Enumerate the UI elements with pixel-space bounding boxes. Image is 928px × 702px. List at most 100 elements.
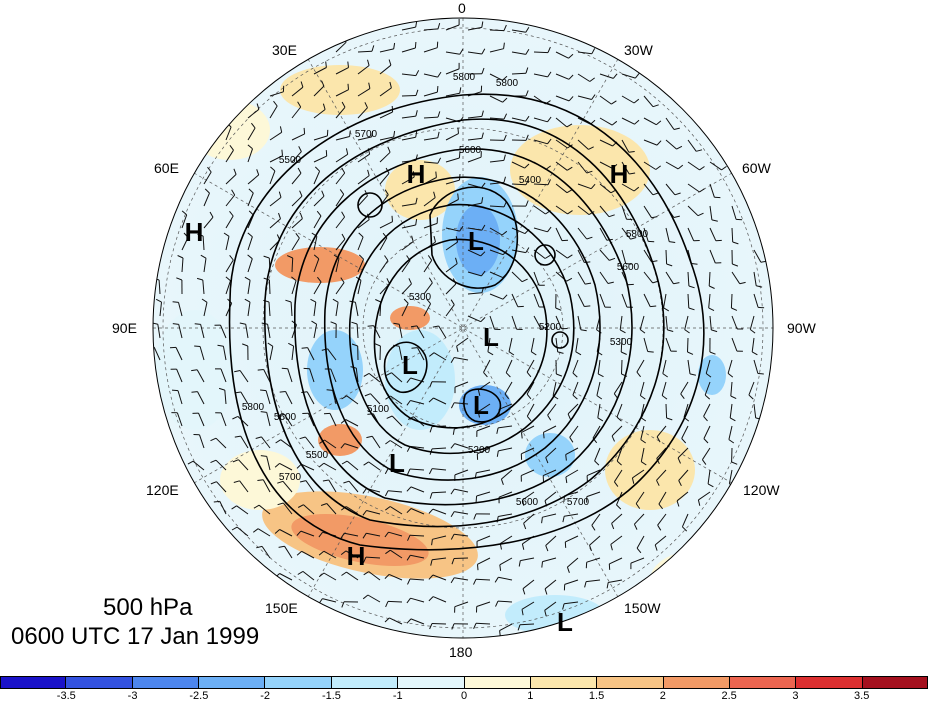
wind-barb (379, 151, 391, 163)
wind-barb (487, 337, 491, 352)
wind-barb-flag (640, 439, 646, 444)
wind-barb-flag (477, 411, 480, 418)
wind-barb-flag (277, 480, 284, 484)
contour-label: 5400 (519, 175, 542, 186)
wind-barb-flag (172, 323, 179, 325)
wind-barb (454, 533, 469, 537)
wind-barb (225, 194, 236, 207)
wind-barb (438, 325, 447, 339)
wind-barb-flag (313, 254, 320, 260)
wind-barb-flag (450, 443, 456, 449)
wind-barb (731, 337, 738, 352)
wind-barb-flag (415, 21, 418, 28)
wind-barb (542, 557, 557, 563)
wind-barb (401, 73, 416, 77)
wind-barb (555, 73, 570, 80)
wind-barb (202, 235, 205, 251)
low-center-greenland: L (468, 226, 484, 256)
wind-barb (366, 532, 381, 537)
wind-barb (727, 359, 733, 374)
wind-barb-flag (349, 130, 351, 137)
wind-barb (290, 301, 293, 317)
colorbar-cell (331, 676, 399, 689)
wind-barb-flag (429, 426, 433, 433)
wind-barb-flag (636, 371, 641, 378)
wind-barb (621, 183, 635, 192)
wind-barb-flag (325, 61, 327, 68)
wind-barb (596, 381, 601, 396)
wind-barb (379, 221, 393, 229)
wind-barb-flag (732, 241, 739, 245)
wind-barb (708, 293, 711, 308)
wind-barb (387, 600, 403, 603)
wind-barb (589, 535, 601, 546)
contour-label: 5800 (626, 229, 649, 240)
wind-barb (357, 50, 373, 53)
wind-barb (565, 469, 579, 478)
colorbar-cell (862, 676, 928, 689)
wind-barb-flag (611, 120, 618, 126)
wind-barb-flag (297, 570, 304, 575)
wind-barb (203, 258, 207, 273)
wind-barb-flag (545, 457, 549, 464)
wind-barb-flag (590, 183, 596, 190)
wind-barb (501, 469, 513, 480)
wind-barb-flag (711, 219, 718, 222)
wind-barb-flag (707, 483, 714, 488)
wind-barb (555, 183, 568, 194)
wind-barb-flag (487, 351, 494, 356)
wind-barb-flag (210, 437, 217, 442)
wind-barb (416, 325, 425, 339)
wind-barb (269, 105, 278, 119)
wind-barb-flag (547, 46, 551, 53)
wind-barb (521, 425, 535, 433)
wind-barb (423, 47, 438, 53)
wind-barb-flag (673, 127, 680, 130)
wind-barb (345, 506, 359, 515)
wind-barb (498, 425, 513, 429)
wind-barb (401, 47, 416, 53)
wind-barb-flag (749, 329, 756, 334)
wind-barb (198, 412, 205, 427)
wind-barb (357, 236, 364, 251)
wind-barb (456, 337, 469, 347)
wind-barb-flag (547, 138, 552, 145)
wind-barb-flag (688, 285, 695, 289)
wind-barb (313, 215, 322, 229)
wind-barb-flag (429, 492, 433, 499)
wind-barb (621, 73, 636, 79)
wind-barb-flag (248, 188, 254, 194)
wind-barb (533, 315, 542, 329)
wind-barb-flag (386, 415, 393, 419)
wind-barb (665, 161, 679, 170)
wind-barb (519, 623, 535, 626)
wind-barb (533, 73, 548, 78)
wind-barb (662, 359, 667, 374)
wind-barb-flag (729, 417, 736, 422)
wind-barb-flag (362, 532, 367, 539)
wind-barb-flag (316, 210, 322, 217)
wind-barb (389, 440, 403, 449)
wind-barb-flag (232, 459, 239, 463)
wind-barb-flag (459, 225, 464, 232)
contour-label: 5300 (409, 292, 432, 303)
wind-barb-flag (428, 277, 433, 284)
wind-barb-flag (371, 45, 375, 52)
wind-barb (323, 462, 337, 471)
wind-barb-flag (191, 391, 198, 393)
wind-barb (611, 425, 623, 437)
wind-barb-flag (503, 134, 507, 141)
wind-barb (220, 368, 227, 383)
wind-barb-flag (299, 212, 303, 219)
wind-barb-flag (708, 307, 715, 312)
colorbar-cell (729, 676, 797, 689)
wind-barb (591, 513, 601, 526)
wind-barb (656, 425, 667, 438)
wind-barb-flag (544, 588, 548, 595)
wind-barb-flag (200, 254, 207, 259)
wind-barb-flag (375, 299, 382, 303)
wind-barb (237, 416, 249, 427)
wind-barb (594, 447, 601, 462)
wind-barb-flag (436, 86, 439, 93)
wind-barb (577, 183, 592, 190)
